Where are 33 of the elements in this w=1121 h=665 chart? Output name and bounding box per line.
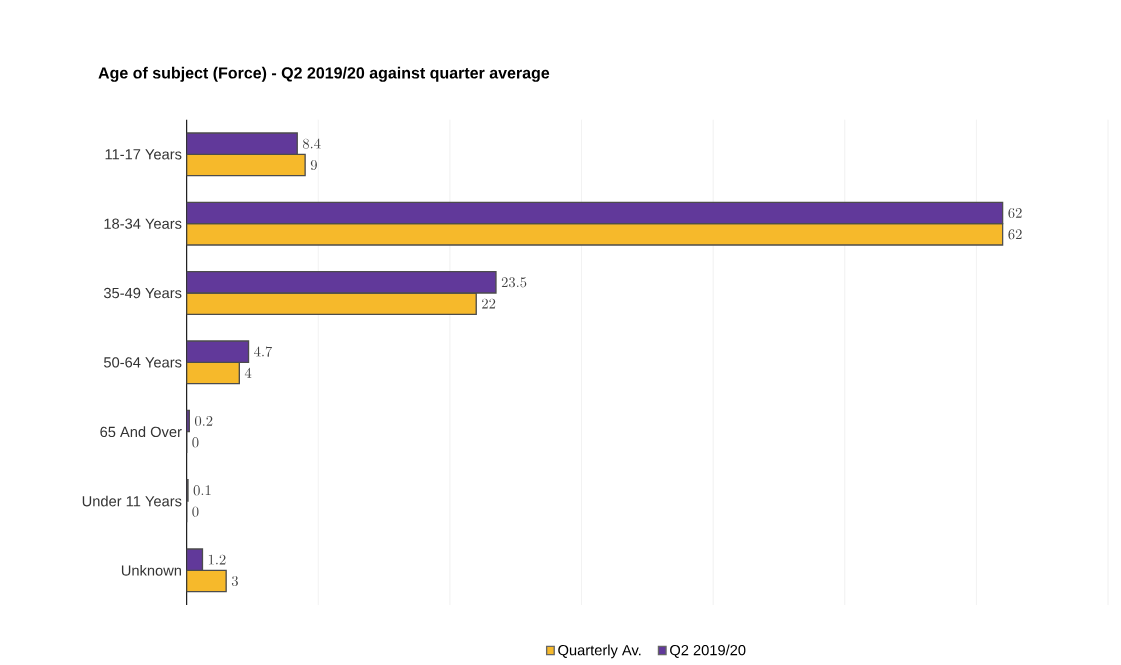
legend-label: Q2 2019/20 bbox=[670, 644, 746, 658]
y-tick-label: 35-49 Years bbox=[103, 287, 182, 299]
bar bbox=[186, 223, 1004, 246]
bar bbox=[186, 201, 1004, 225]
data-label: 0 bbox=[192, 506, 199, 517]
bar bbox=[186, 153, 306, 177]
data-label: 0 bbox=[192, 437, 199, 448]
data-label: 62 bbox=[1008, 207, 1022, 219]
data-label: 8.4 bbox=[302, 138, 321, 149]
bar bbox=[186, 271, 497, 294]
bar bbox=[186, 361, 240, 385]
data-label: 4.7 bbox=[254, 346, 273, 357]
y-tick-label: Under 11 Years bbox=[82, 495, 182, 507]
legend-label: Quarterly Av. bbox=[558, 644, 641, 659]
data-label: 22 bbox=[482, 298, 496, 309]
bar bbox=[186, 569, 227, 593]
data-label: 0. 1 bbox=[193, 485, 211, 496]
bar bbox=[186, 132, 298, 156]
y-tick-label: 11-17 Years bbox=[105, 149, 182, 160]
bar bbox=[186, 340, 250, 364]
data-label: 9 bbox=[310, 159, 317, 171]
bar bbox=[186, 292, 477, 316]
data-label: 0.2 bbox=[194, 415, 213, 427]
chart-title: Age of subject (Force) - Q2 2019/20 against quarter average bbox=[98, 66, 550, 82]
y-tick-label: Unknown bbox=[121, 564, 181, 576]
y-tick-label: 65 And Over bbox=[100, 426, 182, 438]
data-label: 3 bbox=[231, 575, 238, 587]
data-label: 23.5 bbox=[501, 277, 527, 288]
data-label: 62 bbox=[1008, 229, 1022, 240]
data-label: 4 bbox=[244, 367, 252, 378]
y-tick-label: 50-64 Years bbox=[103, 357, 182, 368]
y-tick-label: 18-34 Years bbox=[104, 218, 182, 229]
data-label: 1 .2 bbox=[208, 554, 226, 565]
